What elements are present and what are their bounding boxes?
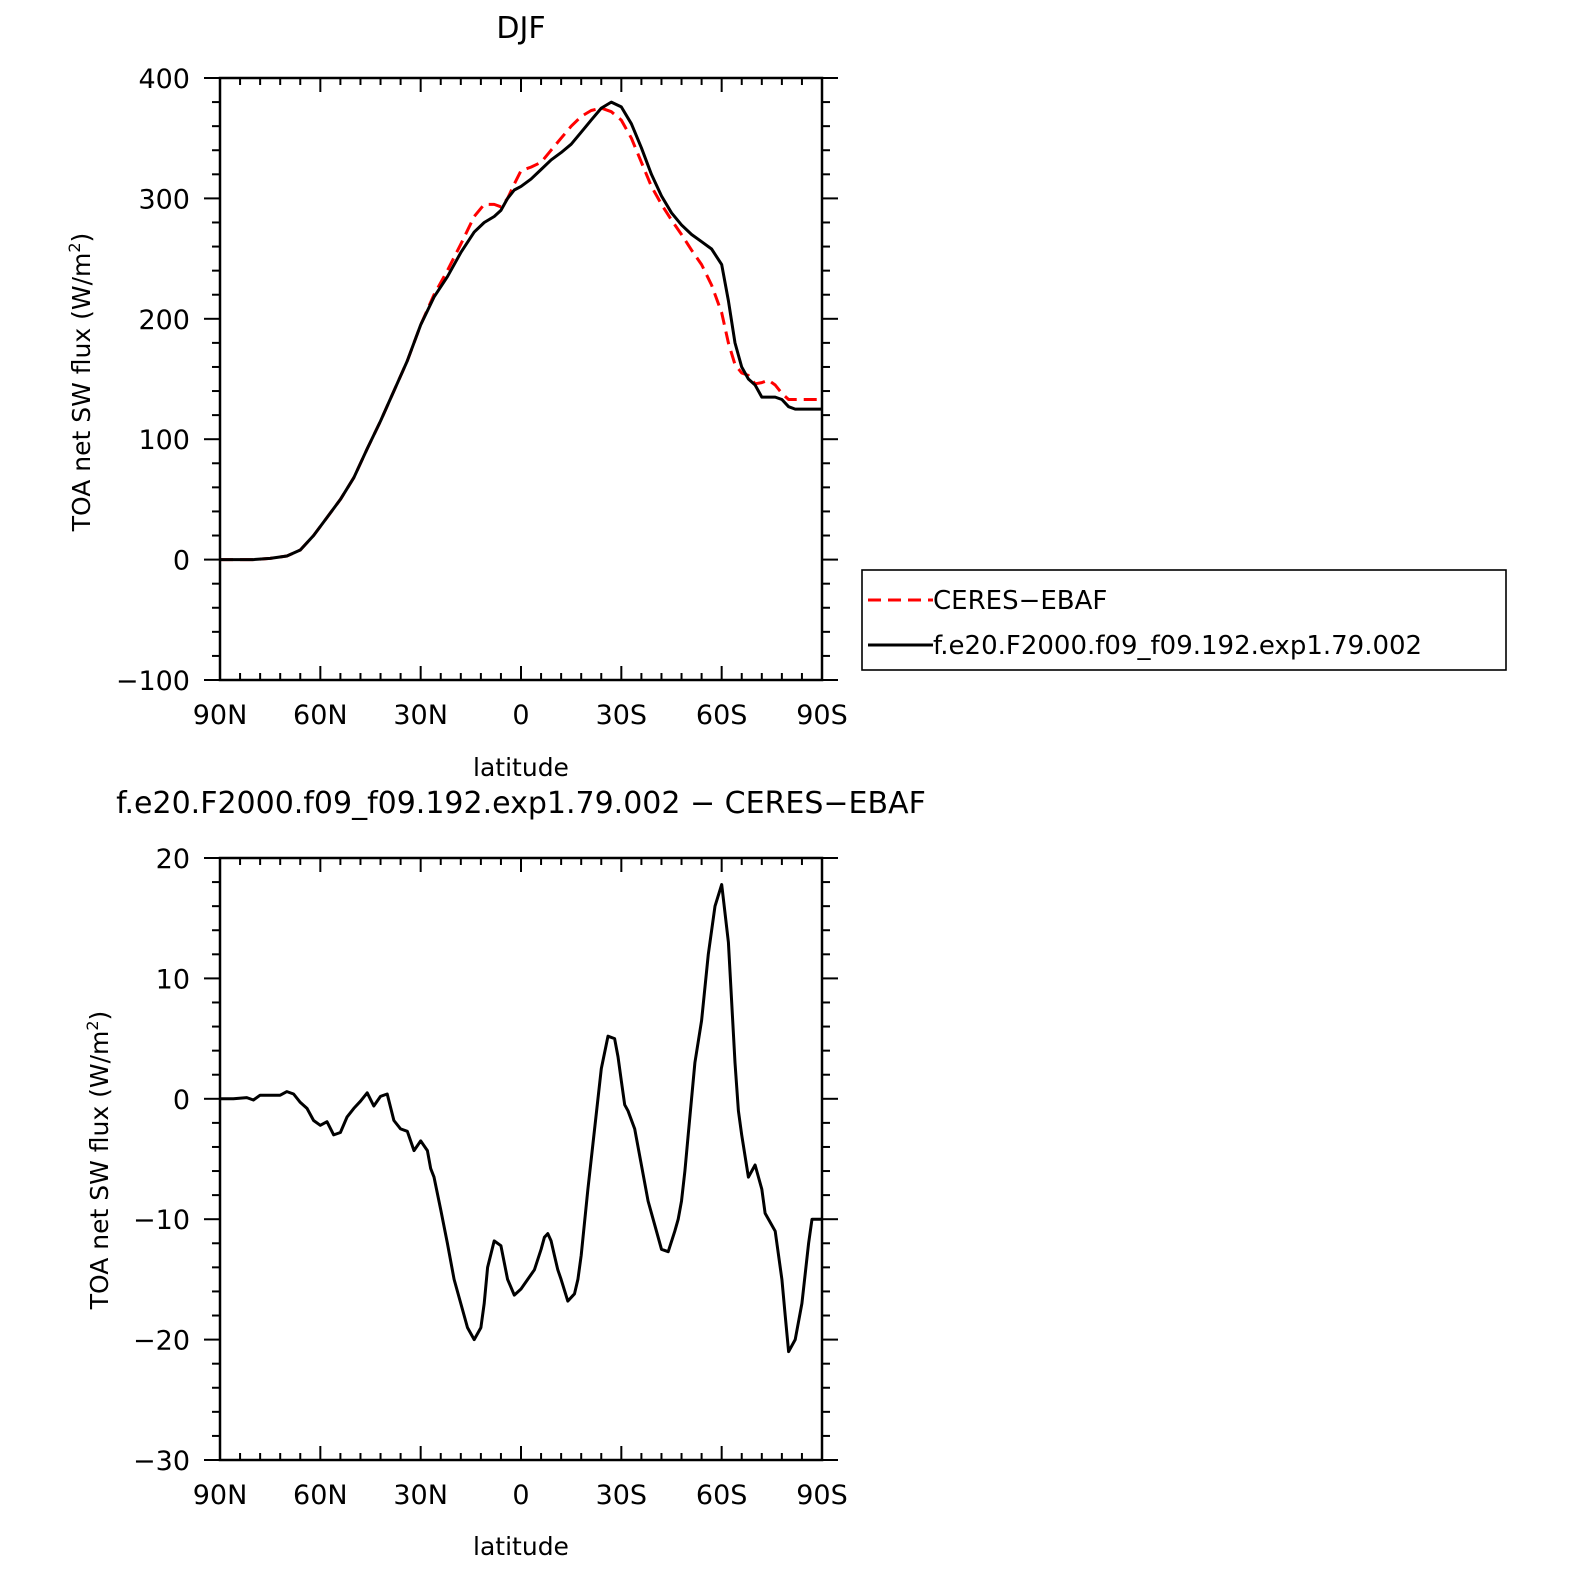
bottom-x-tick-label: 60S [696,1480,748,1511]
bottom-y-tick-label: 10 [156,964,190,995]
legend-label-ceres: CERES−EBAF [933,586,1107,616]
top-x-tick-label: 90N [193,700,248,731]
top-y-tick-label: 100 [138,425,190,456]
bottom-panel-title: f.e20.F2000.f09_f09.192.exp1.79.002 − CE… [116,786,926,821]
bottom-y-axis-label-main: TOA net SW flux (W/m [85,1031,114,1311]
top-x-tick-label: 60S [696,700,748,731]
top-y-tick-label: 400 [138,64,190,95]
bottom-tick-labels: 90N 60N 30N 0 30S 60S 90S −30 −20 −10 0 10 20 [133,844,848,1511]
bottom-axes [204,856,838,1462]
top-y-axis-label-main: TOA net SW flux (W/m [67,253,96,533]
bottom-series-line-0 [220,883,822,1354]
bottom-x-tick-label: 60N [293,1480,348,1511]
top-x-tick-label: 0 [512,700,529,731]
top-x-tick-label: 30N [393,700,448,731]
bottom-x-tick-label: 90N [193,1480,248,1511]
top-y-tick-label: 300 [138,184,190,215]
bottom-x-tick-label: 30N [393,1480,448,1511]
bottom-y-tick-label: −10 [133,1205,190,1236]
bottom-y-axis-title: TOA net SW flux (W/m2) [83,1011,114,1311]
legend-label-model: f.e20.F2000.f09_f09.192.exp1.79.002 [933,631,1422,661]
bottom-y-tick-label: −30 [133,1446,190,1477]
top-series-line-0 [220,106,822,562]
bottom-y-tick-label: 20 [156,844,190,875]
bottom-x-tick-label: 30S [596,1480,648,1511]
top-tick-labels: 90N 60N 30N 0 30S 60S 90S −100 0 100 200 300 400 [116,64,848,731]
top-y-axis-label-sup: 2 [65,242,84,252]
top-x-tick-label: 60N [293,700,348,731]
top-y-axis-label-close: ) [67,233,96,243]
legend: CERES−EBAF f.e20.F2000.f09_f09.192.exp1.… [861,569,1507,671]
bottom-plot-marks [220,883,822,1354]
top-plot-marks [220,100,822,562]
bottom-y-tick-label: −20 [133,1326,190,1357]
bottom-panel: f.e20.F2000.f09_f09.192.exp1.79.002 − CE… [83,786,926,1561]
bottom-y-axis-label-close: ) [85,1011,114,1021]
top-y-axis-label: TOA net SW flux (W/m2) [65,233,96,533]
bottom-x-tick-label: 0 [512,1480,529,1511]
top-y-tick-label: 200 [138,305,190,336]
top-panel-title: DJF [496,11,545,46]
bottom-y-axis-label-sup: 2 [83,1020,102,1030]
top-x-axis-label: latitude [473,753,569,782]
bottom-y-axis-label: TOA net SW flux (W/m2) [83,1011,114,1311]
top-y-tick-label: 0 [173,546,190,577]
top-x-tick-label: 90S [796,700,848,731]
bottom-y-tick-label: 0 [173,1085,190,1116]
bottom-x-tick-label: 90S [796,1480,848,1511]
legend-box [861,569,1507,671]
top-series-line-1 [220,100,822,562]
top-x-tick-label: 30S [596,700,648,731]
bottom-x-axis-label: latitude [473,1532,569,1561]
top-y-tick-label: −100 [116,666,190,697]
top-axes [204,76,838,682]
top-panel: DJF TOA net SW flux (W/m2) latitude 90N 6… [65,11,1507,782]
top-y-axis-title: TOA net SW flux (W/m2) [65,233,96,533]
